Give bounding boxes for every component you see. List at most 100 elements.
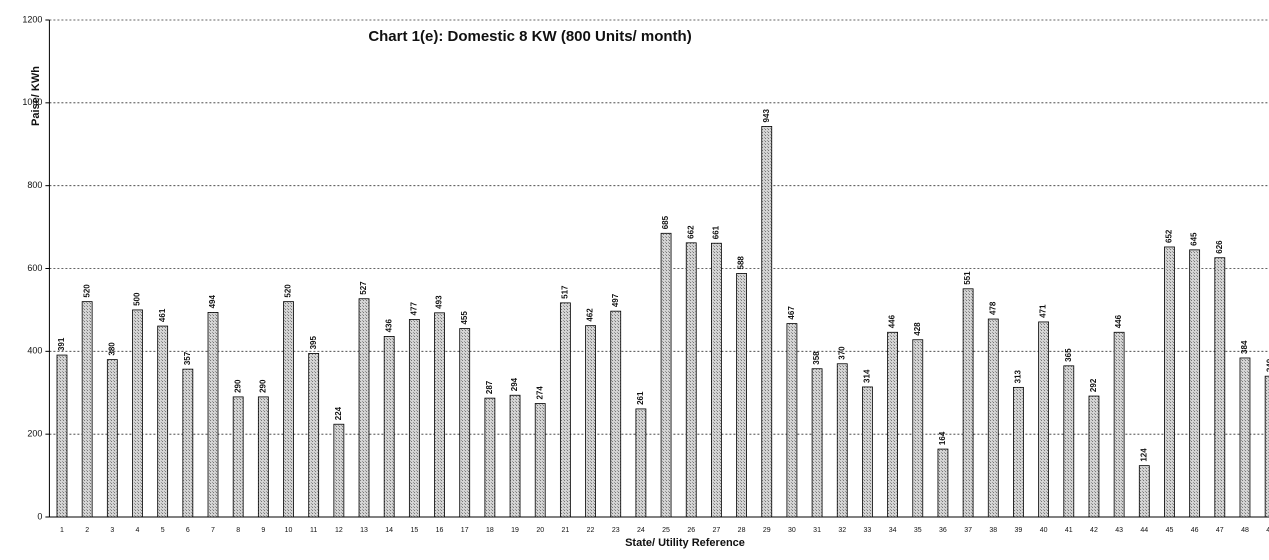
x-tick-label: 20	[536, 527, 544, 534]
bar	[811, 368, 823, 518]
x-tick-label: 48	[1241, 527, 1249, 534]
x-tick-label: 28	[738, 527, 746, 534]
data-label: 294	[510, 377, 519, 391]
bar	[333, 423, 345, 518]
x-tick-label: 4	[136, 527, 140, 534]
bar	[106, 359, 118, 518]
data-label: 314	[863, 369, 872, 383]
x-tick-label: 12	[335, 527, 343, 534]
bar	[1264, 375, 1269, 518]
x-tick-label: 11	[310, 527, 317, 534]
data-label: 497	[611, 293, 620, 307]
data-label: 357	[183, 351, 192, 365]
data-label: 626	[1215, 240, 1224, 254]
data-label: 290	[233, 379, 242, 393]
x-tick-label: 2	[85, 527, 89, 534]
bar	[1063, 365, 1075, 518]
data-label: 164	[938, 431, 947, 445]
y-tick-label: 400	[27, 346, 42, 356]
data-label: 662	[686, 225, 695, 239]
x-tick-label: 31	[813, 527, 821, 534]
x-tick-label: 41	[1065, 527, 1073, 534]
data-label: 527	[359, 281, 368, 295]
bar	[887, 331, 898, 518]
data-label: 645	[1190, 232, 1199, 246]
data-label: 588	[737, 256, 746, 270]
bar	[434, 312, 445, 518]
x-tick-label: 10	[285, 527, 293, 534]
bar	[283, 301, 294, 518]
x-tick-label: 13	[360, 527, 368, 534]
y-tick-label: 1000	[22, 97, 42, 107]
data-label: 391	[57, 337, 66, 351]
bar	[157, 325, 169, 518]
bar	[534, 403, 546, 518]
bar	[962, 288, 974, 518]
x-tick-label: 36	[939, 527, 947, 534]
x-tick-label: 23	[612, 527, 620, 534]
data-label: 292	[1089, 378, 1098, 392]
x-tick-label: 19	[511, 527, 519, 534]
x-tick-label: 15	[410, 527, 418, 534]
bar	[383, 336, 395, 518]
bar	[1013, 386, 1024, 518]
data-label: 436	[384, 319, 393, 333]
y-tick-label: 200	[27, 429, 42, 439]
bar	[761, 126, 773, 518]
x-tick-label: 21	[561, 527, 569, 534]
data-label: 395	[309, 336, 318, 350]
x-tick-label: 18	[486, 527, 494, 534]
bar	[1239, 357, 1251, 518]
data-label: 358	[812, 351, 821, 365]
bar	[459, 328, 471, 518]
bar	[232, 396, 244, 518]
chart-title: Chart 1(e): Domestic 8 KW (800 Units/ mo…	[368, 28, 691, 45]
data-label: 478	[988, 301, 997, 315]
x-tick-label: 49	[1266, 527, 1269, 534]
data-label: 313	[1014, 369, 1023, 383]
bar	[257, 396, 269, 518]
data-label: 446	[888, 314, 897, 328]
data-label: 287	[485, 380, 494, 394]
data-label: 493	[435, 295, 444, 309]
data-label: 520	[284, 284, 293, 298]
x-tick-label: 35	[914, 527, 922, 534]
x-tick-label: 39	[1015, 527, 1023, 534]
y-tick-label: 600	[27, 263, 42, 273]
bar	[484, 397, 496, 518]
bar	[308, 353, 320, 518]
bar	[1164, 246, 1175, 518]
data-label: 661	[712, 225, 721, 239]
x-tick-label: 14	[385, 527, 393, 534]
data-label: 471	[1039, 304, 1048, 318]
data-label: 500	[133, 292, 142, 306]
data-label: 384	[1240, 340, 1249, 354]
x-tick-label: 3	[110, 527, 114, 534]
x-tick-label: 44	[1140, 527, 1148, 534]
bar	[358, 298, 370, 518]
bar	[711, 242, 722, 518]
x-tick-label: 46	[1191, 527, 1199, 534]
bar	[56, 354, 68, 518]
data-label: 124	[1139, 448, 1148, 462]
bar	[660, 232, 672, 518]
bar	[509, 394, 521, 518]
x-tick-label: 22	[587, 527, 595, 534]
bar	[1214, 257, 1226, 518]
x-tick-label: 29	[763, 527, 771, 534]
bar	[408, 319, 420, 518]
data-label: 261	[636, 391, 645, 405]
y-tick-label: 800	[27, 180, 42, 190]
x-tick-label: 45	[1166, 527, 1174, 534]
data-label: 370	[837, 346, 846, 360]
bar	[81, 301, 93, 518]
bar	[207, 312, 219, 518]
data-label: 274	[535, 386, 544, 400]
data-label: 462	[586, 308, 595, 322]
bar	[912, 339, 924, 518]
data-label: 477	[409, 302, 418, 316]
data-label: 551	[963, 271, 972, 285]
x-tick-label: 1	[60, 527, 64, 534]
x-tick-label: 40	[1040, 527, 1048, 534]
x-tick-label: 42	[1090, 527, 1098, 534]
